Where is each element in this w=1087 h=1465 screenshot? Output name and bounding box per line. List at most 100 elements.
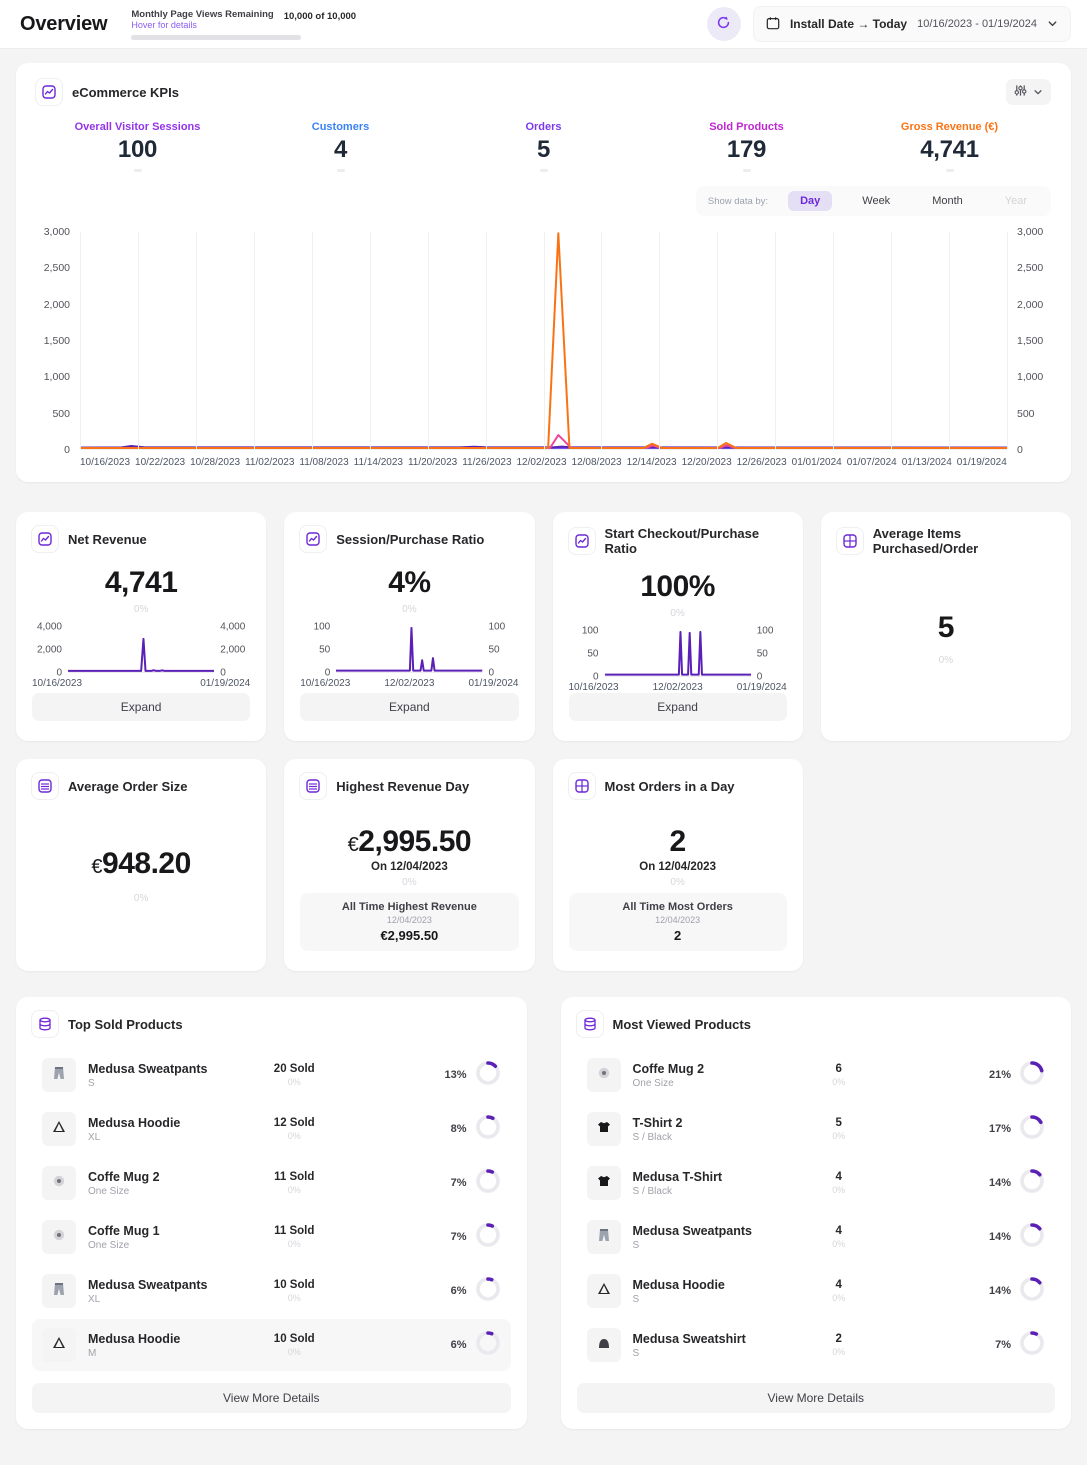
product-row[interactable]: Coffe Mug 2 One Size 6 0% 21% bbox=[577, 1049, 1056, 1101]
product-row[interactable]: Coffe Mug 2 One Size 11 Sold 0% 7% bbox=[32, 1157, 511, 1209]
average-items-card: Average Items Purchased/Order 5 0% bbox=[820, 512, 1071, 741]
product-count: 2 bbox=[835, 1333, 842, 1345]
view-more-details-button[interactable]: View More Details bbox=[32, 1383, 511, 1413]
view-more-details-button[interactable]: View More Details bbox=[576, 1383, 1055, 1413]
product-variant: One Size bbox=[88, 1185, 130, 1197]
y-tick-label: 2,500 bbox=[1017, 262, 1044, 275]
product-row[interactable]: Medusa T-Shirt S / Black 4 0% 14% bbox=[577, 1157, 1056, 1209]
hoodie-icon bbox=[50, 1118, 68, 1141]
product-count-change: 0% bbox=[832, 1131, 846, 1141]
date-range-picker[interactable]: Install Date → Today 10/16/2023 - 01/19/… bbox=[752, 6, 1071, 42]
x-tick-label: 10/28/2023 bbox=[190, 457, 241, 468]
show-data-by-year[interactable]: Year bbox=[993, 191, 1039, 211]
all-time-record-value: 2 bbox=[674, 928, 682, 943]
all-time-record-title: All Time Most Orders bbox=[622, 901, 733, 913]
product-row[interactable]: Medusa Hoodie XL 12 Sold 0% 8% bbox=[32, 1103, 511, 1155]
expand-button[interactable]: Expand bbox=[300, 693, 519, 721]
gridline bbox=[80, 232, 81, 449]
page-views-details-link[interactable]: Hover for details bbox=[131, 19, 197, 30]
product-share-percent: 6% bbox=[450, 1285, 467, 1297]
sparkline-plot bbox=[336, 627, 483, 673]
show-data-by-control: Show data by: Day Week Month Year bbox=[695, 186, 1051, 216]
product-name: Medusa Hoodie bbox=[88, 1331, 181, 1346]
product-variant: M bbox=[88, 1347, 97, 1359]
product-thumbnail bbox=[586, 1112, 621, 1146]
product-count: 11 Sold bbox=[274, 1171, 315, 1183]
page-title: Overview bbox=[20, 12, 108, 35]
stat-value: €948.20 bbox=[91, 846, 191, 880]
sparkline-plot bbox=[68, 627, 215, 673]
rows-icon bbox=[300, 773, 327, 799]
sparkline-y-axis: 4,000 2,000 0 bbox=[220, 621, 246, 679]
product-name: T-Shirt 2 bbox=[632, 1115, 683, 1130]
x-tick-label: 11/08/2023 bbox=[299, 457, 349, 468]
x-tick-label: 01/19/2024 bbox=[200, 678, 251, 689]
kpi: Sold Products 179 bbox=[645, 121, 848, 172]
all-time-record-date: 12/04/2023 bbox=[655, 915, 701, 925]
all-time-record-title: All Time Highest Revenue bbox=[341, 901, 477, 913]
sweatpants-icon bbox=[50, 1064, 68, 1087]
y-tick-label: 2,500 bbox=[43, 262, 70, 275]
product-thumbnail bbox=[42, 1112, 76, 1146]
show-data-by-week[interactable]: Week bbox=[850, 191, 902, 211]
page-views-value: 10,000 of 10,000 bbox=[283, 10, 357, 22]
kpi-value: 179 bbox=[726, 136, 767, 163]
product-thumbnail bbox=[586, 1274, 621, 1308]
product-share-percent: 21% bbox=[988, 1069, 1011, 1081]
y-tick-label: 3,000 bbox=[43, 226, 70, 238]
expand-button[interactable]: Expand bbox=[32, 693, 251, 721]
product-count: 20 Sold bbox=[273, 1063, 315, 1075]
tshirt-icon bbox=[595, 1118, 613, 1141]
refresh-button[interactable] bbox=[706, 7, 741, 41]
product-share-percent: 7% bbox=[450, 1177, 467, 1189]
product-variant: S bbox=[632, 1347, 640, 1359]
x-tick-label: 01/19/2024 bbox=[468, 678, 519, 689]
product-share-donut bbox=[1019, 1114, 1045, 1145]
product-row[interactable]: Coffe Mug 1 One Size 11 Sold 0% 7% bbox=[32, 1211, 511, 1263]
product-row[interactable]: T-Shirt 2 S / Black 5 0% 17% bbox=[577, 1103, 1056, 1155]
kpi-value: 4,741 bbox=[920, 136, 979, 163]
product-row[interactable]: Medusa Hoodie M 10 Sold 0% 6% bbox=[32, 1319, 511, 1371]
chart-settings-button[interactable] bbox=[1006, 79, 1051, 105]
table-icon bbox=[836, 528, 863, 554]
y-axis-right: 3,000 2,500 2,000 1,500 1,000 500 0 bbox=[1007, 226, 1051, 456]
y-tick-label: 0 bbox=[1017, 444, 1023, 456]
product-row[interactable]: Medusa Hoodie S 4 0% 14% bbox=[577, 1265, 1056, 1317]
rows-icon bbox=[32, 773, 58, 799]
gridline bbox=[891, 232, 893, 449]
product-share-percent: 6% bbox=[450, 1339, 467, 1351]
gridline bbox=[311, 232, 313, 449]
product-count: 10 Sold bbox=[273, 1333, 315, 1345]
product-count: 5 bbox=[835, 1117, 842, 1129]
show-data-by-day[interactable]: Day bbox=[788, 191, 833, 211]
kpi-trend-dash bbox=[945, 169, 954, 172]
x-tick-label: 01/19/2024 bbox=[956, 457, 1007, 468]
product-row[interactable]: Medusa Sweatshirt S 2 0% 7% bbox=[577, 1319, 1056, 1371]
product-count-change: 0% bbox=[287, 1131, 301, 1141]
product-name: Coffe Mug 2 bbox=[632, 1061, 705, 1076]
session-purchase-ratio-card: Session/Purchase Ratio 4% 0% 100 50 0 100 50… bbox=[284, 512, 535, 741]
product-variant: S / Black bbox=[632, 1131, 672, 1143]
product-count-change: 0% bbox=[287, 1239, 301, 1249]
y-tick-label: 0 bbox=[64, 444, 70, 456]
product-row[interactable]: Medusa Sweatpants S 4 0% 14% bbox=[577, 1211, 1056, 1263]
chevron-down-icon bbox=[1033, 85, 1043, 100]
expand-button[interactable]: Expand bbox=[568, 693, 787, 721]
product-share-donut bbox=[475, 1330, 501, 1361]
sparkline-x-axis: 10/16/2023 12/02/2023 01/19/2024 bbox=[300, 678, 518, 689]
product-row[interactable]: Medusa Sweatpants S 20 Sold 0% 13% bbox=[32, 1049, 511, 1101]
product-variant: XL bbox=[88, 1131, 101, 1143]
product-share-percent: 14% bbox=[988, 1177, 1011, 1189]
page-views-progress-bar bbox=[131, 34, 302, 40]
kpi: Overall Visitor Sessions 100 bbox=[36, 121, 239, 172]
most-viewed-products-card: Most Viewed Products Coffe Mug 2 One Siz… bbox=[560, 997, 1071, 1429]
product-name: Coffe Mug 2 bbox=[88, 1169, 160, 1184]
product-row[interactable]: Medusa Sweatpants XL 10 Sold 0% 6% bbox=[32, 1265, 511, 1317]
sweatpants-icon bbox=[595, 1226, 613, 1249]
show-data-by-month[interactable]: Month bbox=[920, 191, 975, 211]
product-share-donut bbox=[1019, 1276, 1045, 1307]
sparkline-chart: 100 50 0 100 50 0 bbox=[300, 622, 518, 679]
product-variant: One Size bbox=[88, 1239, 130, 1251]
top-bar: Overview Monthly Page Views Remaining Ho… bbox=[0, 0, 1087, 49]
product-share-percent: 14% bbox=[988, 1231, 1011, 1243]
